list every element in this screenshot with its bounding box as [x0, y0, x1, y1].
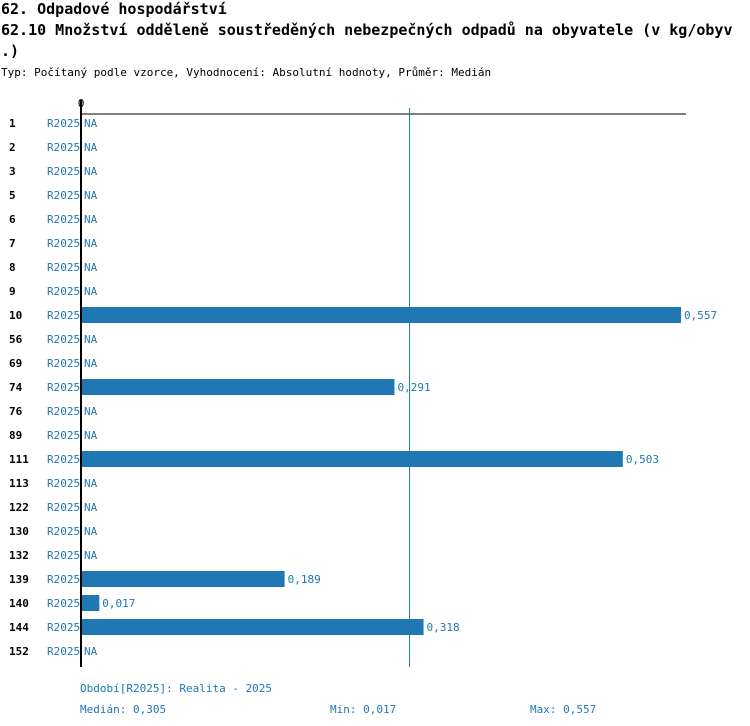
category-label: 140 [9, 597, 29, 610]
na-label: NA [84, 213, 98, 226]
series-label: R2025 [47, 621, 80, 634]
series-label: R2025 [47, 477, 80, 490]
bar [81, 379, 395, 395]
series-label: R2025 [47, 597, 80, 610]
series-label: R2025 [47, 381, 80, 394]
series-label: R2025 [47, 165, 80, 178]
category-label: 130 [9, 525, 29, 538]
na-label: NA [84, 165, 98, 178]
data-label: 0,017 [102, 597, 135, 610]
category-label: 74 [9, 381, 23, 394]
data-label: 0,557 [684, 309, 717, 322]
footer-median: Medián: 0,305 [80, 703, 167, 716]
bar [81, 307, 681, 323]
series-label: R2025 [47, 189, 80, 202]
series-label: R2025 [47, 429, 80, 442]
series-label: R2025 [47, 405, 80, 418]
series-label: R2025 [47, 213, 80, 226]
na-label: NA [84, 141, 98, 154]
chart-subtitle: Typ: Počítaný podle vzorce, Vyhodnocení:… [1, 66, 492, 79]
data-label: 0,189 [288, 573, 321, 586]
category-label: 7 [9, 237, 16, 250]
series-label: R2025 [47, 117, 80, 130]
na-label: NA [84, 477, 98, 490]
category-label: 1 [9, 117, 16, 130]
series-label: R2025 [47, 573, 80, 586]
category-label: 132 [9, 549, 29, 562]
category-label: 139 [9, 573, 29, 586]
chart-title-continuation: .) [1, 42, 20, 60]
category-label: 3 [9, 165, 16, 178]
na-label: NA [84, 501, 98, 514]
series-label: R2025 [47, 525, 80, 538]
category-label: 6 [9, 213, 16, 226]
category-label: 152 [9, 645, 29, 658]
footer-max: Max: 0,557 [530, 703, 597, 716]
series-label: R2025 [47, 453, 80, 466]
series-label: R2025 [47, 357, 80, 370]
chart-title: 62.10 Množství odděleně soustředěných ne… [1, 21, 733, 39]
na-label: NA [84, 333, 98, 346]
na-label: NA [84, 237, 98, 250]
na-label: NA [84, 357, 98, 370]
category-label: 10 [9, 309, 22, 322]
category-label: 2 [9, 141, 16, 154]
series-label: R2025 [47, 261, 80, 274]
category-label: 76 [9, 405, 23, 418]
series-label: R2025 [47, 141, 80, 154]
na-label: NA [84, 261, 98, 274]
category-label: 56 [9, 333, 23, 346]
bar [81, 595, 100, 611]
footer-min: Min: 0,017 [330, 703, 397, 716]
series-label: R2025 [47, 285, 80, 298]
data-label: 0,318 [427, 621, 460, 634]
bar [81, 571, 285, 587]
category-label: 5 [9, 189, 16, 202]
series-label: R2025 [47, 237, 80, 250]
na-label: NA [84, 549, 98, 562]
bar [81, 451, 623, 467]
category-label: 89 [9, 429, 22, 442]
footer-period: Období[R2025]: Realita - 2025 [80, 682, 273, 695]
na-label: NA [84, 117, 98, 130]
section-title: 62. Odpadové hospodářství [1, 0, 227, 18]
series-label: R2025 [47, 549, 80, 562]
category-label: 9 [9, 285, 16, 298]
series-label: R2025 [47, 309, 80, 322]
category-label: 144 [9, 621, 29, 634]
na-label: NA [84, 285, 98, 298]
na-label: NA [84, 189, 98, 202]
category-label: 8 [9, 261, 16, 274]
category-label: 113 [9, 477, 29, 490]
series-label: R2025 [47, 333, 80, 346]
na-label: NA [84, 429, 98, 442]
category-label: 122 [9, 501, 29, 514]
na-label: NA [84, 525, 98, 538]
na-label: NA [84, 645, 98, 658]
category-label: 111 [9, 453, 29, 466]
series-label: R2025 [47, 645, 80, 658]
series-label: R2025 [47, 501, 80, 514]
na-label: NA [84, 405, 98, 418]
data-label: 0,503 [626, 453, 659, 466]
bar [81, 619, 424, 635]
category-label: 69 [9, 357, 22, 370]
data-label: 0,291 [397, 381, 430, 394]
